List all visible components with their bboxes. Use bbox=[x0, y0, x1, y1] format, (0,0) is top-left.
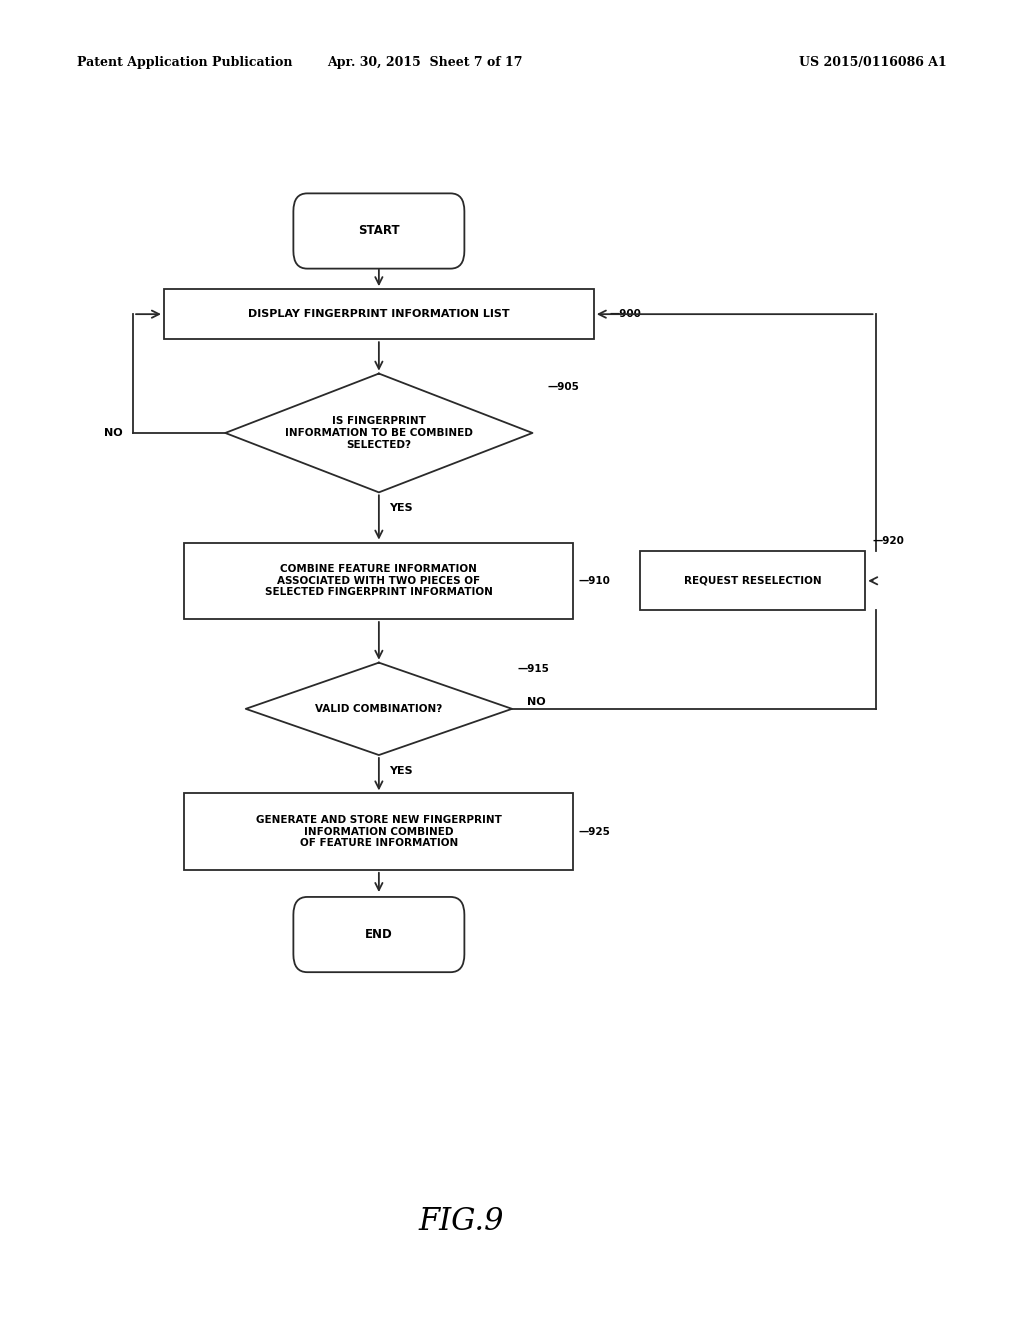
Text: DISPLAY FINGERPRINT INFORMATION LIST: DISPLAY FINGERPRINT INFORMATION LIST bbox=[248, 309, 510, 319]
Text: —900: —900 bbox=[609, 309, 641, 319]
Text: NO: NO bbox=[527, 697, 546, 708]
Text: END: END bbox=[365, 928, 393, 941]
FancyBboxPatch shape bbox=[293, 194, 465, 269]
FancyBboxPatch shape bbox=[293, 898, 465, 972]
Text: —910: —910 bbox=[579, 576, 610, 586]
Text: Apr. 30, 2015  Sheet 7 of 17: Apr. 30, 2015 Sheet 7 of 17 bbox=[328, 55, 522, 69]
Text: —905: —905 bbox=[548, 381, 580, 392]
FancyBboxPatch shape bbox=[164, 289, 594, 339]
FancyBboxPatch shape bbox=[640, 550, 865, 610]
FancyBboxPatch shape bbox=[184, 793, 573, 870]
Text: YES: YES bbox=[389, 503, 413, 513]
Polygon shape bbox=[225, 374, 532, 492]
Text: Patent Application Publication: Patent Application Publication bbox=[77, 55, 292, 69]
Text: US 2015/0116086 A1: US 2015/0116086 A1 bbox=[800, 55, 947, 69]
Text: IS FINGERPRINT
INFORMATION TO BE COMBINED
SELECTED?: IS FINGERPRINT INFORMATION TO BE COMBINE… bbox=[285, 416, 473, 450]
Text: —920: —920 bbox=[872, 536, 904, 546]
Text: NO: NO bbox=[104, 428, 123, 438]
Text: REQUEST RESELECTION: REQUEST RESELECTION bbox=[684, 576, 821, 586]
Text: —915: —915 bbox=[517, 664, 549, 675]
Text: VALID COMBINATION?: VALID COMBINATION? bbox=[315, 704, 442, 714]
Polygon shape bbox=[246, 663, 512, 755]
Text: START: START bbox=[358, 224, 399, 238]
Text: —925: —925 bbox=[579, 826, 610, 837]
Text: YES: YES bbox=[389, 766, 413, 776]
Text: FIG.9: FIG.9 bbox=[418, 1205, 504, 1237]
Text: COMBINE FEATURE INFORMATION
ASSOCIATED WITH TWO PIECES OF
SELECTED FINGERPRINT I: COMBINE FEATURE INFORMATION ASSOCIATED W… bbox=[265, 564, 493, 598]
FancyBboxPatch shape bbox=[184, 543, 573, 619]
Text: GENERATE AND STORE NEW FINGERPRINT
INFORMATION COMBINED
OF FEATURE INFORMATION: GENERATE AND STORE NEW FINGERPRINT INFOR… bbox=[256, 814, 502, 849]
